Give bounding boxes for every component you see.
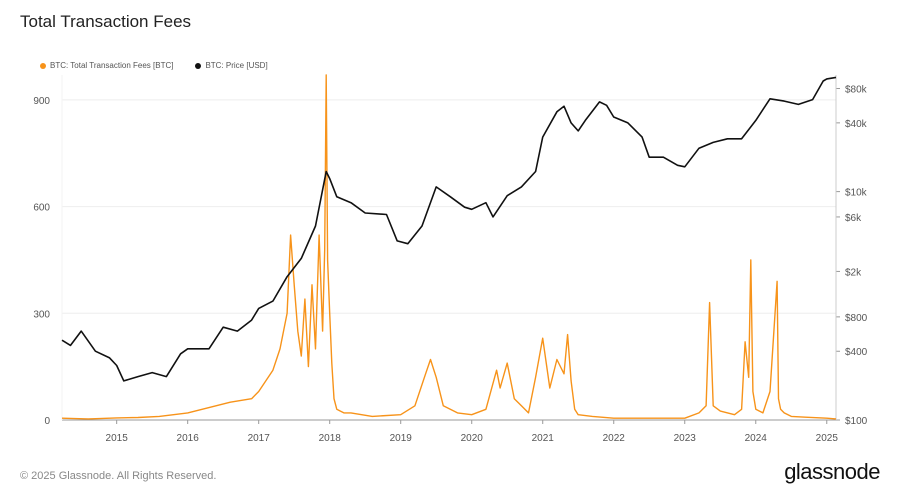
y-right-tick-label: $800 xyxy=(845,313,868,324)
y-right-tick-label: $2k xyxy=(845,267,862,278)
grid-lines xyxy=(62,99,836,421)
x-tick-label: 2023 xyxy=(674,433,697,444)
price-legend-label: BTC: Price [USD] xyxy=(205,61,268,70)
y-right-tick-label: $400 xyxy=(845,347,868,358)
legend: BTC: Total Transaction Fees [BTC] BTC: P… xyxy=(40,61,268,70)
y-left-tick-label: 300 xyxy=(33,309,50,320)
price-legend-marker xyxy=(195,62,202,69)
fees-series-line xyxy=(61,74,837,420)
y-right-tick-label: $40k xyxy=(845,119,868,130)
y-left-tick-label: 0 xyxy=(44,416,50,427)
fees-legend-label: BTC: Total Transaction Fees [BTC] xyxy=(50,61,174,70)
y-left-tick-label: 600 xyxy=(33,203,50,214)
y-right-tick-label: $100 xyxy=(845,416,868,427)
y-right-tick-label: $10k xyxy=(845,188,868,199)
glassnode-logo[interactable]: glassnode xyxy=(784,459,880,484)
x-tick-label: 2020 xyxy=(461,433,484,444)
fees-legend-marker xyxy=(40,62,46,69)
y-right-tick-label: $6k xyxy=(845,213,862,224)
x-tick-label: 2015 xyxy=(106,433,129,444)
x-tick-label: 2016 xyxy=(177,433,200,444)
copyright: © 2025 Glassnode. All Rights Reserved. xyxy=(20,470,217,482)
x-tick-label: 2018 xyxy=(319,433,342,444)
price-series-line xyxy=(61,76,837,382)
y-right-tick-label: $80k xyxy=(845,84,868,95)
x-tick-label: 2022 xyxy=(603,433,626,444)
x-tick-label: 2025 xyxy=(816,433,839,444)
plot-area xyxy=(61,74,837,420)
legend-item-fees[interactable]: BTC: Total Transaction Fees [BTC] xyxy=(40,61,173,70)
axes: 0 300 600 900 $100 $400 $800 $2k $6k $10k $40k $80k… xyxy=(33,75,868,444)
chart-title: Total Transaction Fees xyxy=(20,12,192,31)
y-left-tick-label: 900 xyxy=(33,96,50,107)
x-tick-label: 2021 xyxy=(532,433,555,444)
legend-item-price[interactable]: BTC: Price [USD] xyxy=(195,61,268,70)
x-tick-label: 2017 xyxy=(248,433,271,444)
x-tick-label: 2019 xyxy=(390,433,413,444)
x-tick-label: 2024 xyxy=(745,433,768,444)
